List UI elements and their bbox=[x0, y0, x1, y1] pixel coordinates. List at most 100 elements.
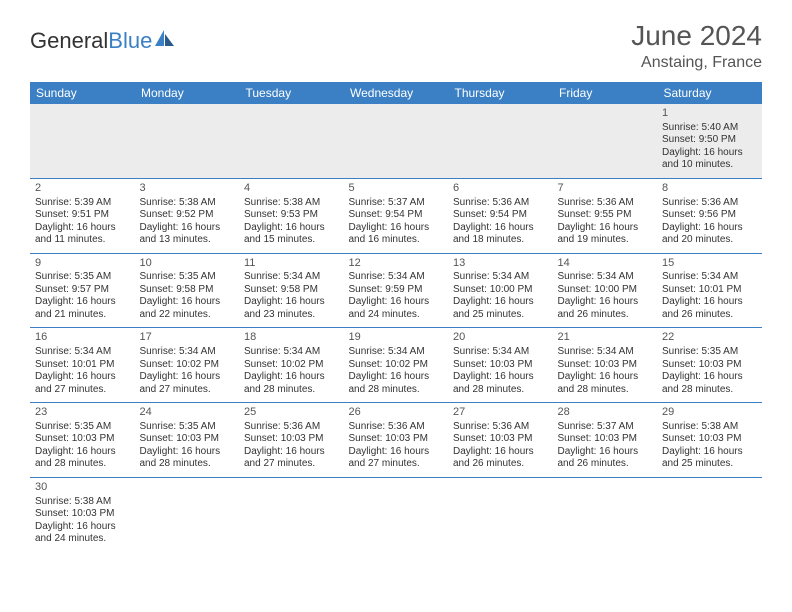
calendar-week: 16Sunrise: 5:34 AMSunset: 10:01 PMDaylig… bbox=[30, 328, 762, 403]
sunrise-line: Sunrise: 5:36 AM bbox=[662, 197, 757, 210]
daylight-line: Daylight: 16 hours and 13 minutes. bbox=[140, 222, 235, 247]
sunset-line: Sunset: 10:03 PM bbox=[558, 359, 653, 372]
daylight-line: Daylight: 16 hours and 26 minutes. bbox=[558, 446, 653, 471]
daylight-line: Daylight: 16 hours and 28 minutes. bbox=[453, 371, 548, 396]
sunset-line: Sunset: 10:01 PM bbox=[662, 284, 757, 297]
sunset-line: Sunset: 9:55 PM bbox=[558, 209, 653, 222]
calendar-day: 14Sunrise: 5:34 AMSunset: 10:00 PMDaylig… bbox=[553, 253, 658, 328]
calendar-day: 1Sunrise: 5:40 AMSunset: 9:50 PMDaylight… bbox=[657, 104, 762, 178]
sunrise-line: Sunrise: 5:34 AM bbox=[35, 346, 130, 359]
calendar-week: 30Sunrise: 5:38 AMSunset: 10:03 PMDaylig… bbox=[30, 477, 762, 551]
calendar-empty bbox=[448, 104, 553, 178]
sunset-line: Sunset: 10:00 PM bbox=[558, 284, 653, 297]
sunrise-line: Sunrise: 5:37 AM bbox=[349, 197, 444, 210]
day-number: 5 bbox=[349, 182, 444, 196]
calendar-day: 5Sunrise: 5:37 AMSunset: 9:54 PMDaylight… bbox=[344, 178, 449, 253]
calendar-week: 9Sunrise: 5:35 AMSunset: 9:57 PMDaylight… bbox=[30, 253, 762, 328]
sunset-line: Sunset: 9:50 PM bbox=[662, 134, 757, 147]
sunrise-line: Sunrise: 5:34 AM bbox=[662, 271, 757, 284]
day-header: Saturday bbox=[657, 82, 762, 104]
day-number: 9 bbox=[35, 257, 130, 271]
day-number: 20 bbox=[453, 331, 548, 345]
sunrise-line: Sunrise: 5:34 AM bbox=[244, 271, 339, 284]
daylight-line: Daylight: 16 hours and 28 minutes. bbox=[349, 371, 444, 396]
sunset-line: Sunset: 10:03 PM bbox=[558, 433, 653, 446]
day-number: 13 bbox=[453, 257, 548, 271]
daylight-line: Daylight: 16 hours and 28 minutes. bbox=[244, 371, 339, 396]
day-number: 27 bbox=[453, 406, 548, 420]
sunset-line: Sunset: 9:59 PM bbox=[349, 284, 444, 297]
calendar-day: 13Sunrise: 5:34 AMSunset: 10:00 PMDaylig… bbox=[448, 253, 553, 328]
daylight-line: Daylight: 16 hours and 28 minutes. bbox=[662, 371, 757, 396]
sunrise-line: Sunrise: 5:35 AM bbox=[140, 421, 235, 434]
day-number: 14 bbox=[558, 257, 653, 271]
day-number: 15 bbox=[662, 257, 757, 271]
daylight-line: Daylight: 16 hours and 24 minutes. bbox=[349, 296, 444, 321]
calendar-day: 20Sunrise: 5:34 AMSunset: 10:03 PMDaylig… bbox=[448, 328, 553, 403]
sunrise-line: Sunrise: 5:36 AM bbox=[453, 197, 548, 210]
logo: GeneralBlue bbox=[30, 20, 176, 54]
calendar-day: 2Sunrise: 5:39 AMSunset: 9:51 PMDaylight… bbox=[30, 178, 135, 253]
day-header: Thursday bbox=[448, 82, 553, 104]
sunset-line: Sunset: 10:03 PM bbox=[349, 433, 444, 446]
calendar-day: 18Sunrise: 5:34 AMSunset: 10:02 PMDaylig… bbox=[239, 328, 344, 403]
sunset-line: Sunset: 10:03 PM bbox=[453, 359, 548, 372]
calendar-week: 23Sunrise: 5:35 AMSunset: 10:03 PMDaylig… bbox=[30, 403, 762, 478]
calendar-empty bbox=[448, 477, 553, 551]
day-header: Tuesday bbox=[239, 82, 344, 104]
calendar-week: 1Sunrise: 5:40 AMSunset: 9:50 PMDaylight… bbox=[30, 104, 762, 178]
daylight-line: Daylight: 16 hours and 21 minutes. bbox=[35, 296, 130, 321]
calendar-empty bbox=[135, 104, 240, 178]
sunrise-line: Sunrise: 5:36 AM bbox=[558, 197, 653, 210]
calendar-day: 27Sunrise: 5:36 AMSunset: 10:03 PMDaylig… bbox=[448, 403, 553, 478]
calendar-day: 26Sunrise: 5:36 AMSunset: 10:03 PMDaylig… bbox=[344, 403, 449, 478]
calendar-empty bbox=[657, 477, 762, 551]
day-header: Sunday bbox=[30, 82, 135, 104]
calendar-day: 9Sunrise: 5:35 AMSunset: 9:57 PMDaylight… bbox=[30, 253, 135, 328]
calendar-week: 2Sunrise: 5:39 AMSunset: 9:51 PMDaylight… bbox=[30, 178, 762, 253]
logo-text-blue: Blue bbox=[108, 28, 152, 54]
day-header: Friday bbox=[553, 82, 658, 104]
sunrise-line: Sunrise: 5:38 AM bbox=[35, 496, 130, 509]
header: GeneralBlue June 2024 Anstaing, France bbox=[30, 20, 762, 72]
calendar-empty bbox=[30, 104, 135, 178]
calendar-day: 22Sunrise: 5:35 AMSunset: 10:03 PMDaylig… bbox=[657, 328, 762, 403]
sunset-line: Sunset: 9:54 PM bbox=[453, 209, 548, 222]
day-header: Monday bbox=[135, 82, 240, 104]
calendar-day: 8Sunrise: 5:36 AMSunset: 9:56 PMDaylight… bbox=[657, 178, 762, 253]
day-number: 22 bbox=[662, 331, 757, 345]
calendar-empty bbox=[135, 477, 240, 551]
day-number: 7 bbox=[558, 182, 653, 196]
daylight-line: Daylight: 16 hours and 26 minutes. bbox=[662, 296, 757, 321]
sunrise-line: Sunrise: 5:34 AM bbox=[244, 346, 339, 359]
calendar-empty bbox=[239, 104, 344, 178]
daylight-line: Daylight: 16 hours and 28 minutes. bbox=[558, 371, 653, 396]
daylight-line: Daylight: 16 hours and 28 minutes. bbox=[35, 446, 130, 471]
sunrise-line: Sunrise: 5:38 AM bbox=[662, 421, 757, 434]
sunrise-line: Sunrise: 5:34 AM bbox=[349, 271, 444, 284]
sunset-line: Sunset: 10:03 PM bbox=[662, 359, 757, 372]
day-number: 6 bbox=[453, 182, 548, 196]
sunset-line: Sunset: 9:52 PM bbox=[140, 209, 235, 222]
day-header: Wednesday bbox=[344, 82, 449, 104]
daylight-line: Daylight: 16 hours and 15 minutes. bbox=[244, 222, 339, 247]
daylight-line: Daylight: 16 hours and 19 minutes. bbox=[558, 222, 653, 247]
logo-text-general: General bbox=[30, 28, 108, 54]
sunset-line: Sunset: 10:00 PM bbox=[453, 284, 548, 297]
daylight-line: Daylight: 16 hours and 25 minutes. bbox=[662, 446, 757, 471]
sunset-line: Sunset: 9:58 PM bbox=[140, 284, 235, 297]
day-number: 24 bbox=[140, 406, 235, 420]
sunset-line: Sunset: 9:56 PM bbox=[662, 209, 757, 222]
sunset-line: Sunset: 10:03 PM bbox=[35, 433, 130, 446]
daylight-line: Daylight: 16 hours and 27 minutes. bbox=[35, 371, 130, 396]
calendar-empty bbox=[344, 477, 449, 551]
daylight-line: Daylight: 16 hours and 18 minutes. bbox=[453, 222, 548, 247]
calendar-day: 25Sunrise: 5:36 AMSunset: 10:03 PMDaylig… bbox=[239, 403, 344, 478]
daylight-line: Daylight: 16 hours and 26 minutes. bbox=[453, 446, 548, 471]
day-number: 16 bbox=[35, 331, 130, 345]
calendar-day: 7Sunrise: 5:36 AMSunset: 9:55 PMDaylight… bbox=[553, 178, 658, 253]
month-title: June 2024 bbox=[631, 20, 762, 52]
calendar-day: 29Sunrise: 5:38 AMSunset: 10:03 PMDaylig… bbox=[657, 403, 762, 478]
day-number: 17 bbox=[140, 331, 235, 345]
day-number: 19 bbox=[349, 331, 444, 345]
